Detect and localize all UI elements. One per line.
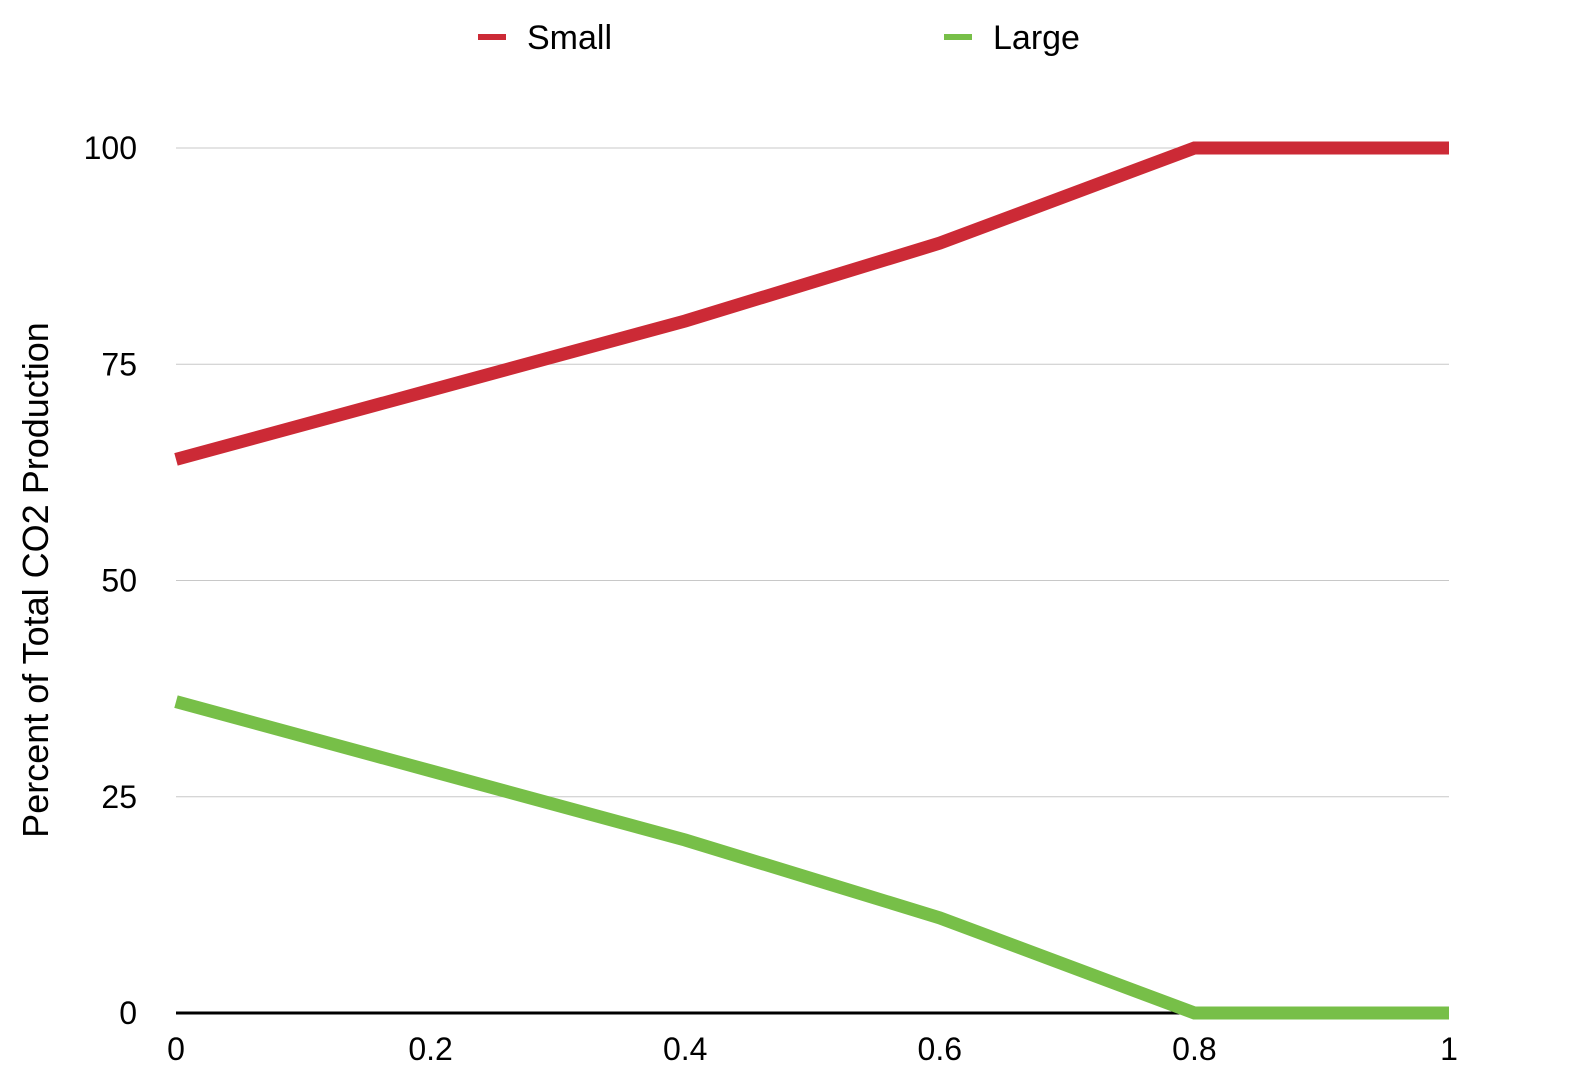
legend-label-small: Small <box>527 19 612 57</box>
series-lines <box>174 141 1450 1020</box>
series-line-large <box>174 695 1449 1020</box>
y-axis-title: Percent of Total CO2 Production <box>15 322 56 838</box>
gridlines <box>176 147 1449 798</box>
legend: Small Large <box>478 19 1080 57</box>
y-tick-label-100: 100 <box>84 130 137 166</box>
y-tick-label-0: 0 <box>119 995 137 1031</box>
x-axis-tick-labels: 0 0.2 0.4 0.6 0.8 1 <box>167 1031 1458 1067</box>
legend-label-large: Large <box>993 19 1080 57</box>
y-tick-label-50: 50 <box>101 563 137 599</box>
x-tick-label-0: 0 <box>167 1031 185 1067</box>
x-tick-label-0.4: 0.4 <box>663 1031 707 1067</box>
series-line-small <box>174 141 1449 466</box>
x-tick-label-0.6: 0.6 <box>918 1031 962 1067</box>
y-axis-tick-labels: 0 25 50 75 100 <box>84 130 137 1031</box>
x-tick-label-0.2: 0.2 <box>408 1031 452 1067</box>
y-tick-label-25: 25 <box>101 779 137 815</box>
x-tick-label-1: 1 <box>1440 1031 1458 1067</box>
y-tick-label-75: 75 <box>101 346 137 382</box>
x-tick-label-0.8: 0.8 <box>1172 1031 1216 1067</box>
